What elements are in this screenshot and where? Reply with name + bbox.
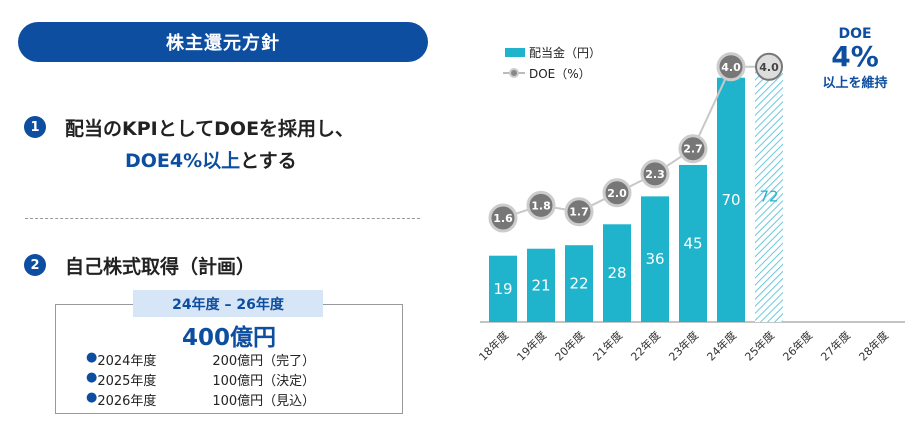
bar-value-label: 28	[607, 264, 626, 282]
doe-value-label: 2.7	[683, 143, 703, 156]
buyback-row: ● 2024年度 200億円（完了）	[86, 350, 315, 369]
bar-value-label: 21	[531, 276, 550, 294]
doe-target-note: DOE 4% 以上を維持	[810, 26, 900, 91]
legend-line-marker	[509, 68, 519, 78]
x-tick-label: 19年度	[514, 328, 549, 363]
row-amount: 100億円（決定）	[212, 374, 316, 389]
x-tick-label: 22年度	[628, 328, 663, 363]
buyback-row: ● 2025年度 100億円（決定）	[86, 370, 315, 389]
bar	[603, 224, 631, 322]
doe-point	[488, 203, 518, 233]
doe-point	[640, 159, 670, 189]
doe-point	[602, 178, 632, 208]
x-tick-label: 26年度	[780, 328, 815, 363]
x-tick-label: 28年度	[856, 328, 891, 363]
x-tick-label: 18年度	[476, 328, 511, 363]
doe-value-label: 4.0	[721, 61, 741, 74]
row-year: 2024年度	[97, 354, 157, 369]
legend-bar-swatch	[505, 48, 525, 57]
buyback-period: 24年度 – 26年度	[133, 290, 323, 317]
dividend-chart: 配当金（円） DOE（%） 18年度 19年度 20年度 21年度 22年度 23年度 24…	[476, 45, 905, 364]
doe-point	[755, 52, 783, 81]
policy1-line2: とする	[240, 150, 297, 172]
doe-point	[678, 134, 708, 164]
doe-value-label: 2.3	[645, 168, 665, 181]
bullet-icon: ●	[86, 350, 98, 365]
doe-value-label: 1.6	[493, 212, 513, 225]
x-tick-label: 25年度	[742, 328, 777, 363]
bar	[527, 248, 555, 322]
bar	[489, 255, 517, 322]
policy1-highlight: DOE4%以上	[125, 150, 241, 172]
doe-value-label: 2.0	[607, 187, 627, 200]
doe-point	[716, 52, 746, 82]
buyback-total: 400億円	[181, 325, 276, 351]
doe-sub: 以上を維持	[822, 76, 888, 91]
bar-value-label: 70	[721, 191, 740, 209]
x-tick-label: 21年度	[590, 328, 625, 363]
buyback-row: ● 2026年度 100億円（見込）	[86, 390, 315, 409]
doe-value-label: 4.0	[759, 61, 779, 74]
bar	[679, 164, 707, 322]
bullet-icon: ●	[86, 390, 98, 405]
row-year: 2026年度	[97, 394, 157, 409]
doe-point	[526, 190, 556, 220]
number-badge-2: 2	[24, 254, 46, 276]
x-tick-label: 20年度	[552, 328, 587, 363]
x-tick-label: 23年度	[666, 328, 701, 363]
bar-value-label: 19	[493, 280, 512, 298]
bar	[565, 245, 593, 322]
doe-value-label: 1.8	[531, 199, 551, 212]
number-badge-1: 1	[24, 116, 46, 138]
bar-value-label: 22	[569, 275, 588, 293]
divider	[25, 218, 420, 219]
bullet-icon: ●	[86, 370, 98, 385]
policy1-line2-wrap: DOE4%以上とする	[125, 146, 297, 173]
policy1-line1: 配当のKPIとしてDOEを採用し、	[65, 118, 355, 140]
bar	[717, 77, 745, 322]
row-amount: 200億円（完了）	[212, 354, 316, 369]
row-amount: 100億円（見込）	[212, 394, 316, 409]
section-title: 株主還元方針	[18, 22, 428, 62]
legend-line-label: DOE（%）	[529, 67, 591, 81]
bar	[641, 196, 669, 322]
x-tick-label: 27年度	[818, 328, 853, 363]
bar-value-label: 36	[645, 250, 664, 268]
doe-point	[564, 197, 594, 227]
x-tick-label: 24年度	[704, 328, 739, 363]
row-year: 2025年度	[97, 374, 157, 389]
doe-value: 4%	[831, 40, 879, 73]
policy2-title: 自己株式取得（計画）	[65, 256, 256, 278]
bar-value-label: 72	[759, 187, 778, 205]
bar-value-label: 45	[683, 234, 702, 252]
legend-bar-label: 配当金（円）	[529, 45, 601, 60]
doe-label: DOE	[838, 26, 872, 42]
doe-value-label: 1.7	[569, 206, 589, 219]
bar-forecast	[755, 70, 783, 322]
